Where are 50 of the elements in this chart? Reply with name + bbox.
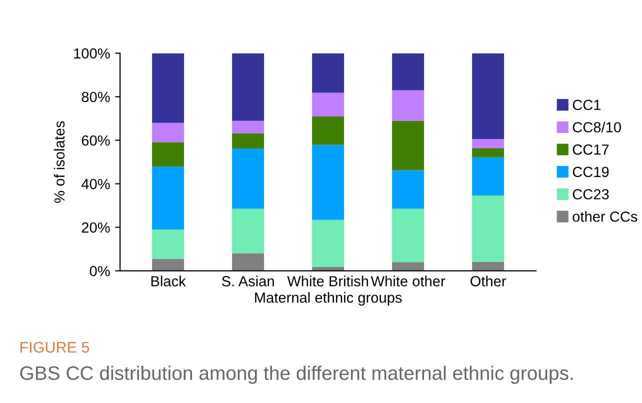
x-axis-title: Maternal ethnic groups (255, 292, 402, 306)
legend-label: CC19 (572, 166, 609, 178)
bar (152, 142, 184, 167)
text: GBS CC distribution among the different maternal ethnic groups. (20, 366, 573, 384)
bar (472, 138, 504, 148)
bar (152, 229, 184, 259)
bar (232, 253, 264, 271)
bar (312, 92, 344, 117)
bar (312, 116, 344, 145)
legend-label: CC23 (572, 189, 609, 200)
y-tick-label: 100% (74, 48, 110, 59)
y-tick-label: 60% (82, 135, 110, 146)
bar (472, 262, 504, 271)
bar (232, 133, 264, 149)
bar (312, 144, 344, 220)
y-tick-label: 80% (82, 92, 110, 102)
legend-label: CC8/10 (572, 122, 621, 132)
bar (472, 148, 504, 158)
bar (472, 157, 504, 196)
bar (472, 53, 504, 139)
bar (232, 53, 264, 121)
bar (232, 208, 264, 254)
bar (392, 170, 424, 209)
x-tick-label: White British (287, 276, 368, 286)
legend-label: CC1 (572, 100, 601, 110)
bar (392, 90, 424, 121)
x-tick-label: Other (470, 276, 506, 286)
x-tick-label: Black (151, 276, 186, 286)
caption: FIGURE 5 (20, 342, 90, 353)
x-tick-label: S. Asian (222, 276, 274, 286)
legend-label: other CCs (572, 211, 638, 222)
bar (152, 258, 184, 271)
bar (392, 262, 424, 271)
bar (392, 53, 424, 90)
bar (152, 166, 184, 230)
bar (232, 148, 264, 209)
bar (152, 122, 184, 142)
x-tick-label: White other (370, 276, 446, 286)
bar (472, 196, 504, 262)
bar (152, 53, 184, 123)
bar (392, 120, 424, 170)
bar (312, 220, 344, 267)
y-tick-label: 0% (90, 266, 110, 276)
bar (392, 208, 424, 262)
legend-label: CC17 (572, 144, 609, 155)
y-tick-label: 20% (82, 222, 110, 233)
y-axis-title: % of isolates (54, 121, 65, 203)
y-tick-label: 40% (81, 178, 110, 190)
bar (232, 120, 264, 134)
bar (312, 53, 344, 93)
